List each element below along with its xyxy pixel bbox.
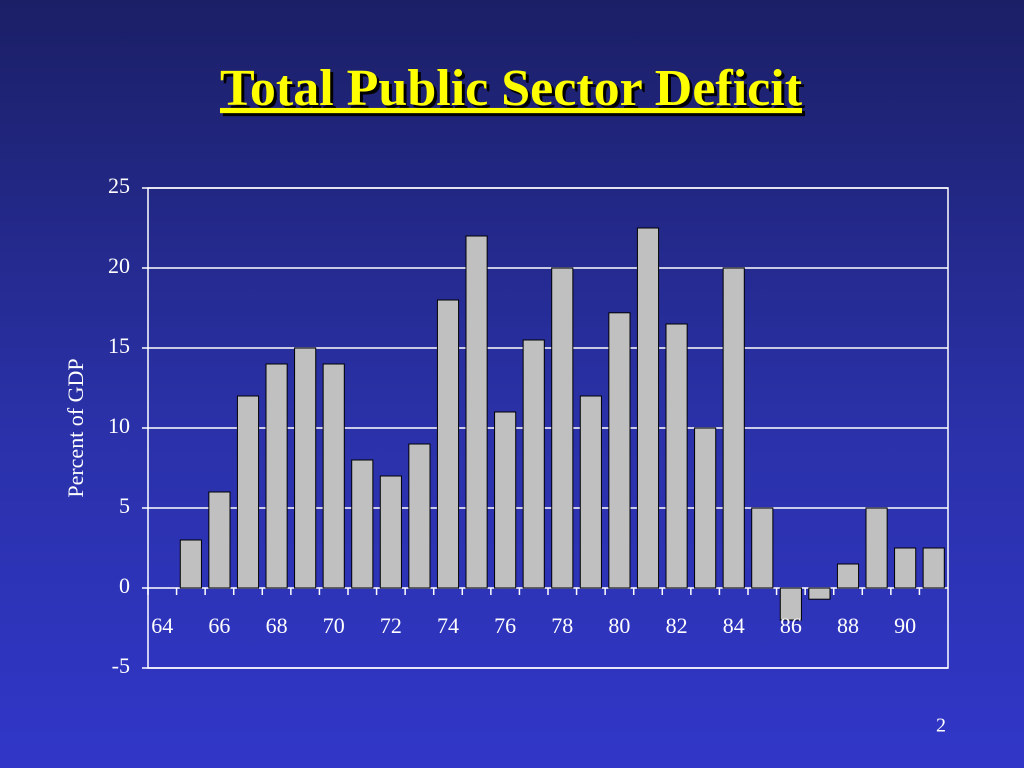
bar xyxy=(379,475,402,589)
bar xyxy=(694,427,717,589)
bar xyxy=(236,395,260,589)
x-tick-label: 78 xyxy=(551,613,573,638)
x-tick-label: 68 xyxy=(266,613,288,638)
chart-title: Total Public Sector Deficit xyxy=(220,60,803,117)
y-tick-label: 25 xyxy=(108,173,130,198)
bar xyxy=(179,539,202,589)
y-tick-label: 20 xyxy=(108,253,130,278)
chart-title-shadow: Total Public Sector Deficit xyxy=(223,63,806,120)
x-tick-label: 72 xyxy=(380,613,402,638)
x-tick-label: 84 xyxy=(723,613,745,638)
bar xyxy=(551,267,574,589)
x-tick-label: 88 xyxy=(837,613,859,638)
bar xyxy=(265,363,288,589)
bar xyxy=(494,411,517,589)
bar xyxy=(722,267,745,589)
y-tick-label: 15 xyxy=(108,333,130,358)
bar xyxy=(322,363,345,589)
bar xyxy=(779,587,802,621)
x-tick-label: 90 xyxy=(894,613,916,638)
y-tick-label: -5 xyxy=(112,653,130,678)
bar xyxy=(294,347,317,589)
bar xyxy=(751,507,774,589)
bar xyxy=(579,395,602,589)
x-tick-label: 80 xyxy=(608,613,630,638)
y-axis-label: Percent of GDP xyxy=(63,358,88,497)
x-tick-label: 64 xyxy=(151,613,173,638)
bar xyxy=(836,563,860,589)
x-tick-label: 76 xyxy=(494,613,516,638)
y-tick-label: 0 xyxy=(119,573,130,598)
y-tick-label: 5 xyxy=(119,493,130,518)
bar xyxy=(208,491,231,589)
bar xyxy=(808,587,831,600)
bar xyxy=(636,227,660,589)
x-tick-label: 82 xyxy=(666,613,688,638)
x-tick-label: 74 xyxy=(437,613,459,638)
x-tick-label: 86 xyxy=(780,613,802,638)
bar xyxy=(665,323,688,589)
y-tick-label: 10 xyxy=(108,413,130,438)
bar xyxy=(465,235,488,589)
bar xyxy=(351,459,374,589)
x-tick-label: 66 xyxy=(208,613,230,638)
bar xyxy=(865,507,888,589)
bar xyxy=(408,443,431,589)
page-number: 2 xyxy=(936,715,946,737)
x-tick-label: 70 xyxy=(323,613,345,638)
bar xyxy=(436,299,460,589)
bar xyxy=(922,547,945,589)
bar xyxy=(608,312,631,589)
bar xyxy=(522,339,545,589)
bar xyxy=(894,547,917,589)
